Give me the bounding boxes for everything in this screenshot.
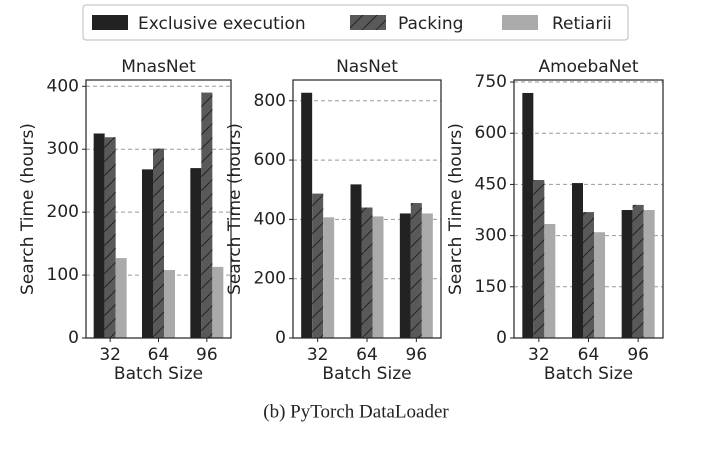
y-tick-label: 300 xyxy=(475,226,507,246)
bar xyxy=(164,270,175,338)
y-tick-label: 450 xyxy=(475,174,507,194)
y-tick-label: 800 xyxy=(254,91,286,111)
y-tick-label: 0 xyxy=(275,328,286,348)
legend-label: Exclusive execution xyxy=(138,14,306,34)
y-axis-label: Search Time (hours) xyxy=(446,123,466,295)
x-tick-label: 32 xyxy=(99,345,121,365)
legend-swatch xyxy=(92,15,128,30)
bar xyxy=(544,224,556,338)
y-tick-label: 0 xyxy=(68,328,79,348)
bar-hatch xyxy=(533,179,545,338)
y-tick-label: 400 xyxy=(254,209,286,229)
y-tick-label: 400 xyxy=(47,76,79,96)
x-axis-label: Batch Size xyxy=(322,364,411,384)
bar xyxy=(93,133,105,338)
legend-swatch-hatch xyxy=(350,15,386,30)
x-tick-label: 32 xyxy=(528,345,550,365)
y-tick-label: 200 xyxy=(47,202,79,222)
bar-hatch xyxy=(312,193,324,338)
bar xyxy=(350,184,362,338)
bar xyxy=(190,168,202,338)
bar-hatch xyxy=(632,204,644,338)
y-tick-label: 300 xyxy=(47,139,79,159)
bar xyxy=(212,266,224,338)
bar xyxy=(115,258,127,338)
y-axis-label: Search Time (hours) xyxy=(18,123,38,295)
legend-swatch xyxy=(502,15,538,30)
x-tick-label: 64 xyxy=(148,345,170,365)
bar xyxy=(142,169,153,338)
x-axis-label: Batch Size xyxy=(114,364,203,384)
bar-hatch xyxy=(410,203,422,338)
subplot-title: MnasNet xyxy=(121,57,196,77)
bar xyxy=(421,213,433,338)
bar xyxy=(399,213,411,338)
x-tick-label: 96 xyxy=(196,345,218,365)
y-tick-label: 0 xyxy=(496,328,507,348)
plot-frame xyxy=(85,79,232,339)
bar xyxy=(643,210,655,338)
y-tick-label: 200 xyxy=(254,269,286,289)
bar-hatch xyxy=(201,92,213,339)
subplot-title: NasNet xyxy=(336,57,398,77)
y-axis-label: Search Time (hours) xyxy=(225,123,245,295)
x-tick-label: 96 xyxy=(627,345,649,365)
plot-frame xyxy=(292,79,442,339)
x-axis-label: Batch Size xyxy=(544,364,633,384)
legend-label: Packing xyxy=(398,14,463,34)
bar xyxy=(572,183,583,338)
plot-frame xyxy=(513,79,664,339)
bar-hatch xyxy=(104,137,116,338)
caption: (b) PyTorch DataLoader xyxy=(263,401,449,422)
legend-label: Retiarii xyxy=(552,14,612,34)
y-tick-label: 100 xyxy=(47,265,79,285)
bar-hatch xyxy=(361,207,373,338)
y-tick-label: 600 xyxy=(254,150,286,170)
subplot-title: AmoebaNet xyxy=(538,57,638,77)
bar xyxy=(594,232,605,338)
x-tick-label: 32 xyxy=(307,345,329,365)
x-tick-label: 96 xyxy=(406,345,428,365)
bar xyxy=(522,92,534,338)
y-tick-label: 600 xyxy=(475,123,507,143)
y-tick-label: 750 xyxy=(475,72,507,92)
x-tick-label: 64 xyxy=(578,345,600,365)
bar-hatch xyxy=(583,212,594,338)
bar xyxy=(323,217,335,338)
bar xyxy=(301,92,313,338)
x-tick-label: 64 xyxy=(356,345,378,365)
bar xyxy=(621,210,633,338)
y-tick-label: 150 xyxy=(475,277,507,297)
bar xyxy=(372,216,384,338)
bar-hatch xyxy=(153,148,164,338)
